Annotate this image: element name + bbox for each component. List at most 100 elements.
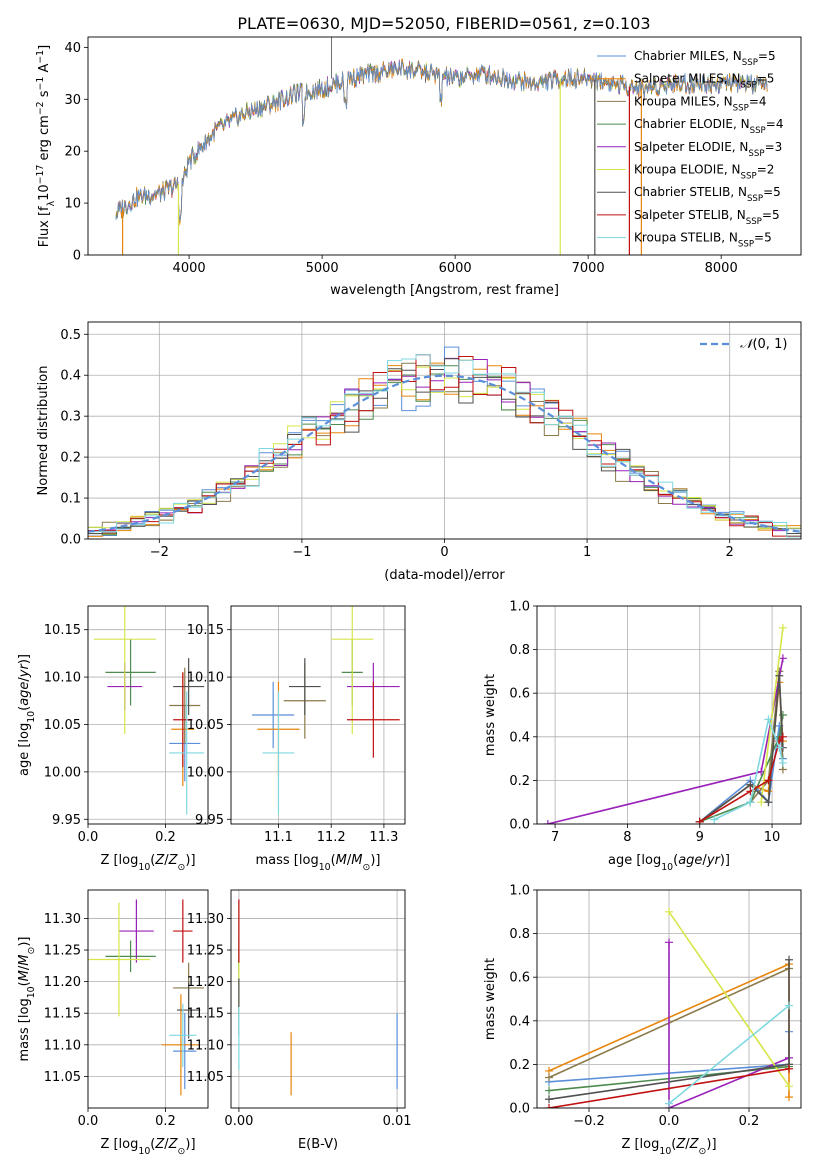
axes-frame bbox=[536, 605, 802, 825]
weight-marker bbox=[775, 743, 784, 752]
x-tick-label: 2 bbox=[726, 545, 734, 560]
spectrum-chabrier-miles bbox=[115, 61, 768, 221]
weight-lines bbox=[543, 623, 787, 824]
weight-marker bbox=[710, 815, 719, 824]
panel-residuals: −2 −1 0 1 2 0.0 0.1 0.2 0.3 0.4 0.5 (data-model)/er… bbox=[36, 321, 802, 583]
y-tick-label: 10.05 bbox=[187, 718, 224, 733]
weight-marker bbox=[785, 1082, 793, 1091]
x-tick-label: −1 bbox=[292, 545, 311, 560]
y-tick-label: 11.15 bbox=[187, 1007, 224, 1022]
x-tick-label: −0.2 bbox=[573, 1114, 605, 1129]
normal-pdf-curve bbox=[88, 374, 801, 533]
axes-frame bbox=[87, 36, 802, 256]
weight-marker bbox=[764, 776, 773, 785]
x-tick-label: 11.1 bbox=[264, 830, 293, 845]
weight-line-salpeter-elodie bbox=[668, 942, 790, 1108]
y-tick-label: 40 bbox=[64, 41, 81, 56]
axes-frame bbox=[536, 889, 802, 1109]
y-tick-label: 0.2 bbox=[509, 774, 530, 789]
legend-label: Chabrier STELIB, NSSP=5 bbox=[634, 185, 781, 204]
y-tick-label: 9.95 bbox=[52, 813, 81, 828]
y-tick-label: 10.10 bbox=[44, 671, 81, 686]
x-tick-label: 6000 bbox=[439, 261, 472, 276]
y-tick-label: 11.25 bbox=[187, 944, 224, 959]
y-tick-label: 0.2 bbox=[60, 451, 81, 466]
panel-spectrum: 4000 5000 6000 7000 8000 0 10 20 30 40 wavelength … bbox=[35, 36, 802, 298]
x-axis-label: E(B-V) bbox=[298, 1137, 338, 1152]
y-tick-label: 10.15 bbox=[44, 623, 81, 638]
panel-weight_vs_Z: −0.2 0.0 0.2 0.0 0.2 0.4 0.6 0.8 1.0 Z [log10(Z/Z… bbox=[483, 884, 802, 1157]
weight-line-salpeter-stelib bbox=[548, 1068, 790, 1108]
x-tick-label: 0.2 bbox=[155, 1114, 176, 1129]
weight-marker bbox=[665, 1099, 673, 1108]
x-axis-label: (data-model)/error bbox=[384, 568, 505, 583]
x-tick-label: 9 bbox=[696, 830, 704, 845]
panel-weight_vs_age: 7 8 9 10 0.0 0.2 0.4 0.6 0.8 1.0 age [log10(age/yr… bbox=[483, 600, 802, 873]
weight-line-salpeter-elodie bbox=[547, 658, 784, 824]
y-axis-label: mass [log10(M/M⊙)] bbox=[17, 937, 37, 1062]
weight-marker bbox=[785, 955, 793, 964]
weight-marker bbox=[778, 758, 787, 767]
y-tick-label: 0.3 bbox=[60, 410, 81, 425]
x-tick-label: 4000 bbox=[173, 261, 206, 276]
weight-marker bbox=[757, 798, 766, 807]
x-axis-label: wavelength [Angstrom, rest frame] bbox=[330, 283, 559, 298]
x-tick-label: −2 bbox=[150, 545, 169, 560]
x-tick-label: 0.01 bbox=[383, 1114, 412, 1129]
y-tick-label: 10.10 bbox=[187, 671, 224, 686]
axes-frame bbox=[87, 889, 209, 1109]
weight-marker bbox=[778, 711, 787, 719]
weight-line-kroupa-elodie bbox=[760, 627, 784, 803]
plot-grid: 4000 5000 6000 7000 8000010203040wavelength … bbox=[17, 36, 802, 1157]
x-tick-label: 0.0 bbox=[659, 1114, 680, 1129]
legend-label: Kroupa ELODIE, NSSP=2 bbox=[634, 163, 774, 182]
weight-marker bbox=[746, 798, 755, 807]
panel-age_vs_mass: 11.1 11.2 11.3 9.95 10.00 10.05 10.10 10.15 mass… bbox=[187, 605, 406, 873]
legend-label: Kroupa STELIB, NSSP=5 bbox=[634, 231, 772, 250]
weight-marker bbox=[785, 1093, 793, 1102]
y-tick-label: 0.8 bbox=[509, 927, 530, 942]
weight-marker bbox=[778, 623, 787, 632]
weight-lines bbox=[545, 907, 793, 1108]
errorbars bbox=[93, 606, 205, 815]
y-tick-label: 11.25 bbox=[44, 944, 81, 959]
x-tick-label: 8 bbox=[623, 830, 631, 845]
x-axis-label: mass [log10(M/M⊙)] bbox=[256, 853, 381, 873]
x-tick-label: 0.00 bbox=[224, 1114, 253, 1129]
x-axis-label: Z [log10(Z/Z⊙)] bbox=[621, 1137, 716, 1157]
weight-marker bbox=[757, 767, 766, 776]
x-tick-label: 0.2 bbox=[739, 1114, 760, 1129]
y-tick-label: 11.10 bbox=[44, 1038, 81, 1053]
errorbars bbox=[238, 899, 398, 1096]
legend-label: Salpeter MILES, NSSP=5 bbox=[634, 72, 774, 91]
y-tick-label: 0.0 bbox=[60, 533, 81, 548]
weight-marker bbox=[695, 817, 704, 824]
y-tick-label: 0.0 bbox=[509, 1102, 530, 1117]
x-tick-label: 0.0 bbox=[78, 1114, 99, 1129]
y-tick-label: 0.6 bbox=[509, 687, 530, 702]
weight-line-kroupa-stelib bbox=[668, 1004, 790, 1105]
x-axis-label: age [log10(age/yr)] bbox=[608, 853, 730, 873]
x-tick-label: 0.0 bbox=[78, 830, 99, 845]
weight-marker bbox=[545, 1073, 553, 1082]
weight-line-salpeter-miles bbox=[699, 682, 784, 823]
x-axis-label: Z [log10(Z/Z⊙)] bbox=[100, 1137, 195, 1157]
axes-frame bbox=[230, 889, 406, 1109]
figure-title: PLATE=0630, MJD=52050, FIBERID=0561, z=0… bbox=[237, 14, 650, 33]
y-tick-label: 10.05 bbox=[44, 718, 81, 733]
y-tick-label: 11.15 bbox=[44, 1007, 81, 1022]
spectrum-lines bbox=[115, 37, 768, 255]
y-tick-label: 0.4 bbox=[60, 369, 81, 384]
y-axis-label: mass weight bbox=[483, 674, 498, 756]
y-tick-label: 1.0 bbox=[509, 884, 530, 899]
weight-marker bbox=[543, 820, 552, 824]
weight-marker bbox=[545, 1095, 553, 1104]
legend-label: Salpeter STELIB, NSSP=5 bbox=[634, 208, 780, 227]
y-tick-label: 30 bbox=[64, 93, 81, 108]
y-tick-label: 11.05 bbox=[187, 1070, 224, 1085]
panel-mass_vs_ebv: 0.00 0.01 11.05 11.10 11.15 11.20 11.25 11.30 E(… bbox=[187, 889, 412, 1152]
weight-line-chabrier-stelib bbox=[699, 675, 784, 823]
y-tick-label: 0.8 bbox=[509, 643, 530, 658]
y-tick-label: 0.6 bbox=[509, 971, 530, 986]
